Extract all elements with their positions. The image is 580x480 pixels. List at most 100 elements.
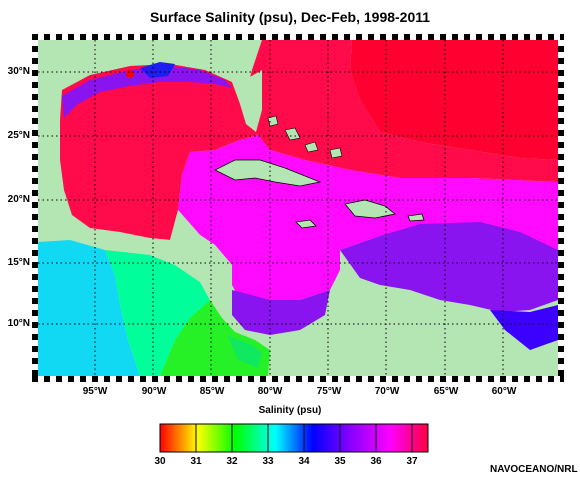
frame-checker [398,34,404,40]
frame-checker [110,34,116,40]
pacific-mid-region [105,250,210,376]
frame-checker [32,340,38,346]
frame-checker [266,34,272,40]
mississippi-plume [140,62,175,78]
frame-checker [558,88,564,94]
frame-checker [32,148,38,154]
frame-checker [32,352,38,358]
frame-checker [32,196,38,202]
pacific-west-region [38,240,140,376]
frame-checker [482,34,488,40]
frame-checker [302,34,308,40]
frame-checker [558,124,564,130]
frame-checker [32,124,38,130]
frame-checker [410,376,416,382]
north-atlantic-region [350,40,558,160]
frame-checker [206,376,212,382]
frame-checker [194,34,200,40]
frame-checker [278,376,284,382]
frame-checker [32,304,38,310]
puerto-rico-island [407,213,425,222]
frame-checker [86,376,92,382]
frame-checker [158,34,164,40]
frame-checker [434,376,440,382]
frame-checker [374,34,380,40]
frame-checker [218,376,224,382]
lat-label-25n: 25°N [7,130,30,141]
frame-checker [32,64,38,70]
frame-checker [134,376,140,382]
panama-bight-green [228,336,262,368]
hispaniola-island [344,199,396,219]
cuba-island [214,159,322,187]
colorbar-tick-35: 35 [334,456,346,467]
frame-checker [38,376,44,382]
frame-checker [32,208,38,214]
frame-checker [558,76,564,82]
frame-checker [558,232,564,238]
frame-checker [482,376,488,382]
frame-checker [558,40,564,46]
frame-checker [32,172,38,178]
frame-checker [230,34,236,40]
florida-land [232,70,262,132]
panama-coast-region [490,305,558,350]
colorbar-tick-32: 32 [226,456,238,467]
frame-checker [38,34,44,40]
frame-checker [74,376,80,382]
jamaica-island [295,219,317,229]
frame-checker [422,34,428,40]
frame-checker [32,364,38,370]
frame-checker [50,34,56,40]
gulf-coastal-fringe [62,66,232,118]
lon-label-95w: 95°W [82,386,108,397]
frame-checker [326,376,332,382]
frame-checker [558,208,564,214]
gulf-of-mexico-region [244,40,558,182]
frame-checker [338,34,344,40]
frame-checker [32,292,38,298]
frame-checker [506,376,512,382]
frame-checker [62,376,68,382]
frame-checker [32,256,38,262]
frame-checker [558,304,564,310]
frame-checker [32,328,38,334]
frame-checker [530,34,536,40]
colorbar-tick-37: 37 [406,456,418,467]
frame-checker [558,64,564,70]
lat-label-15n: 15°N [7,257,30,268]
frame-checker [558,316,564,322]
frame-checker [290,34,296,40]
frame-checker [410,34,416,40]
frame-checker [558,268,564,274]
frame-checker [558,244,564,250]
bahamas-islands [267,115,343,159]
frame-checker [32,268,38,274]
frame-checker [98,376,104,382]
frame-checker [434,34,440,40]
frame-checker [558,364,564,370]
frame-checker [362,34,368,40]
frame-checker [32,76,38,82]
frame-checker [558,136,564,142]
frame-checker [206,34,212,40]
lon-label-90w: 90°W [141,386,167,397]
frame-checker [470,376,476,382]
frame-checker [350,376,356,382]
frame-checker [558,172,564,178]
frame-checker [446,376,452,382]
frame-checker [146,34,152,40]
frame-checker [110,376,116,382]
yucatan-land [150,210,232,300]
colorbar-tick-33: 33 [262,456,274,467]
frame-checker [32,52,38,58]
lat-label-10n: 10°N [7,318,30,329]
frame-checker [386,376,392,382]
frame-checker [558,52,564,58]
frame-checker [554,376,560,382]
frame-checker [558,184,564,190]
frame-checker [266,376,272,382]
credit-label: NAVOCEANO/NRL [490,464,578,475]
caribbean-southwest-purple [232,290,330,335]
frame-checker [74,34,80,40]
